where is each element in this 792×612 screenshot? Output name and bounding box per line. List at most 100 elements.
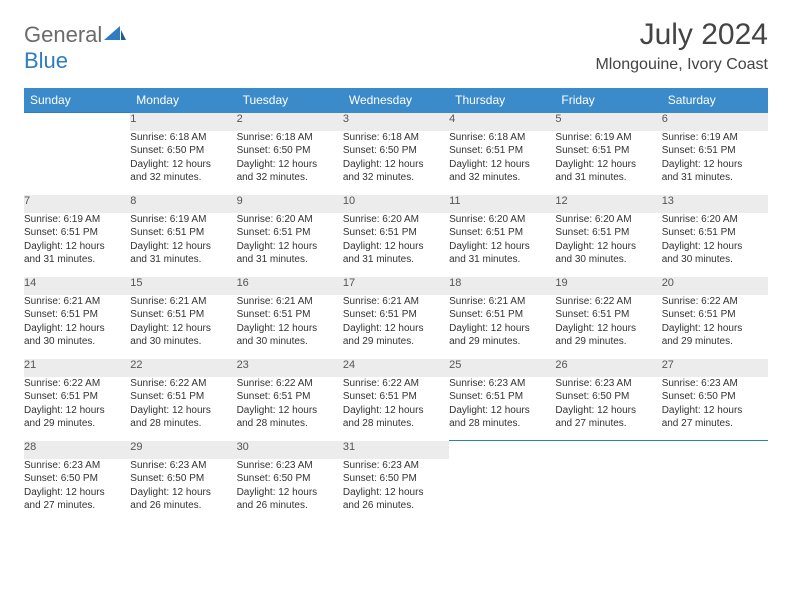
day-number: 5 <box>555 113 661 131</box>
weekday-header: Tuesday <box>237 88 343 113</box>
day-number: 7 <box>24 195 130 213</box>
day-cell: Sunrise: 6:18 AMSunset: 6:50 PMDaylight:… <box>130 131 236 195</box>
sunset-text: Sunset: 6:51 PM <box>237 226 343 240</box>
daylight-text-1: Daylight: 12 hours <box>237 240 343 254</box>
day-number: 26 <box>555 359 661 377</box>
daylight-text-1: Daylight: 12 hours <box>662 158 768 172</box>
day-cell: Sunrise: 6:20 AMSunset: 6:51 PMDaylight:… <box>555 213 661 277</box>
day-cell: Sunrise: 6:23 AMSunset: 6:51 PMDaylight:… <box>449 377 555 441</box>
day-number: 29 <box>130 441 236 459</box>
day-number: 2 <box>237 113 343 131</box>
sunrise-text: Sunrise: 6:19 AM <box>24 213 130 227</box>
daylight-text-2: and 28 minutes. <box>130 417 236 431</box>
sunrise-text: Sunrise: 6:21 AM <box>24 295 130 309</box>
sunset-text: Sunset: 6:51 PM <box>343 226 449 240</box>
sunset-text: Sunset: 6:50 PM <box>343 472 449 486</box>
sunrise-text: Sunrise: 6:23 AM <box>237 459 343 473</box>
sunset-text: Sunset: 6:51 PM <box>449 226 555 240</box>
day-number: 21 <box>24 359 130 377</box>
day-cell: Sunrise: 6:23 AMSunset: 6:50 PMDaylight:… <box>237 459 343 523</box>
daylight-text-1: Daylight: 12 hours <box>555 322 661 336</box>
day-cell: Sunrise: 6:21 AMSunset: 6:51 PMDaylight:… <box>130 295 236 359</box>
sunset-text: Sunset: 6:51 PM <box>24 308 130 322</box>
daylight-text-2: and 31 minutes. <box>449 253 555 267</box>
daylight-text-2: and 31 minutes. <box>130 253 236 267</box>
sunrise-text: Sunrise: 6:18 AM <box>237 131 343 145</box>
daylight-text-2: and 28 minutes. <box>343 417 449 431</box>
day-number: 25 <box>449 359 555 377</box>
weekday-header: Wednesday <box>343 88 449 113</box>
daylight-text-1: Daylight: 12 hours <box>555 240 661 254</box>
day-cell: Sunrise: 6:23 AMSunset: 6:50 PMDaylight:… <box>343 459 449 523</box>
sunset-text: Sunset: 6:50 PM <box>237 144 343 158</box>
sunset-text: Sunset: 6:51 PM <box>662 144 768 158</box>
sunset-text: Sunset: 6:51 PM <box>237 308 343 322</box>
daynum-row: 21222324252627 <box>24 359 768 377</box>
sunrise-text: Sunrise: 6:19 AM <box>662 131 768 145</box>
weekday-header-row: Sunday Monday Tuesday Wednesday Thursday… <box>24 88 768 113</box>
daylight-text-1: Daylight: 12 hours <box>343 158 449 172</box>
sunset-text: Sunset: 6:51 PM <box>343 308 449 322</box>
daylight-text-1: Daylight: 12 hours <box>130 486 236 500</box>
sunset-text: Sunset: 6:50 PM <box>555 390 661 404</box>
day-number: 15 <box>130 277 236 295</box>
detail-row: Sunrise: 6:23 AMSunset: 6:50 PMDaylight:… <box>24 459 768 523</box>
sunset-text: Sunset: 6:51 PM <box>24 226 130 240</box>
daynum-row: 14151617181920 <box>24 277 768 295</box>
day-cell <box>555 459 661 523</box>
day-cell: Sunrise: 6:19 AMSunset: 6:51 PMDaylight:… <box>24 213 130 277</box>
day-cell: Sunrise: 6:21 AMSunset: 6:51 PMDaylight:… <box>449 295 555 359</box>
daylight-text-1: Daylight: 12 hours <box>449 404 555 418</box>
daylight-text-2: and 32 minutes. <box>130 171 236 185</box>
day-cell: Sunrise: 6:21 AMSunset: 6:51 PMDaylight:… <box>24 295 130 359</box>
daynum-row: 28293031 <box>24 441 768 459</box>
sunset-text: Sunset: 6:51 PM <box>130 308 236 322</box>
daylight-text-2: and 29 minutes. <box>343 335 449 349</box>
daylight-text-1: Daylight: 12 hours <box>343 240 449 254</box>
sunrise-text: Sunrise: 6:22 AM <box>24 377 130 391</box>
daylight-text-2: and 28 minutes. <box>237 417 343 431</box>
day-number <box>24 113 130 131</box>
day-cell: Sunrise: 6:18 AMSunset: 6:50 PMDaylight:… <box>237 131 343 195</box>
day-number: 3 <box>343 113 449 131</box>
day-cell: Sunrise: 6:21 AMSunset: 6:51 PMDaylight:… <box>237 295 343 359</box>
logo-word2: Blue <box>24 48 68 73</box>
sunset-text: Sunset: 6:50 PM <box>130 472 236 486</box>
daylight-text-2: and 29 minutes. <box>449 335 555 349</box>
daylight-text-2: and 31 minutes. <box>662 171 768 185</box>
day-cell: Sunrise: 6:23 AMSunset: 6:50 PMDaylight:… <box>130 459 236 523</box>
location-label: Mlongouine, Ivory Coast <box>595 56 768 74</box>
daylight-text-1: Daylight: 12 hours <box>24 240 130 254</box>
day-number: 4 <box>449 113 555 131</box>
daylight-text-1: Daylight: 12 hours <box>237 404 343 418</box>
logo-word1: General <box>24 22 102 47</box>
sunrise-text: Sunrise: 6:18 AM <box>130 131 236 145</box>
day-number: 11 <box>449 195 555 213</box>
sunset-text: Sunset: 6:51 PM <box>449 390 555 404</box>
daylight-text-1: Daylight: 12 hours <box>237 322 343 336</box>
sunrise-text: Sunrise: 6:23 AM <box>555 377 661 391</box>
sunrise-text: Sunrise: 6:21 AM <box>130 295 236 309</box>
sunrise-text: Sunrise: 6:23 AM <box>130 459 236 473</box>
sunrise-text: Sunrise: 6:21 AM <box>343 295 449 309</box>
sunset-text: Sunset: 6:51 PM <box>343 390 449 404</box>
daylight-text-1: Daylight: 12 hours <box>237 158 343 172</box>
sunrise-text: Sunrise: 6:18 AM <box>343 131 449 145</box>
sunrise-text: Sunrise: 6:20 AM <box>662 213 768 227</box>
daynum-row: 78910111213 <box>24 195 768 213</box>
daynum-row: 123456 <box>24 113 768 131</box>
day-cell: Sunrise: 6:22 AMSunset: 6:51 PMDaylight:… <box>662 295 768 359</box>
daylight-text-2: and 26 minutes. <box>130 499 236 513</box>
daylight-text-1: Daylight: 12 hours <box>343 322 449 336</box>
daylight-text-1: Daylight: 12 hours <box>130 158 236 172</box>
daylight-text-2: and 30 minutes. <box>555 253 661 267</box>
sunrise-text: Sunrise: 6:23 AM <box>343 459 449 473</box>
day-number: 17 <box>343 277 449 295</box>
sunset-text: Sunset: 6:51 PM <box>662 308 768 322</box>
daylight-text-1: Daylight: 12 hours <box>237 486 343 500</box>
day-number: 14 <box>24 277 130 295</box>
day-number: 16 <box>237 277 343 295</box>
daylight-text-2: and 31 minutes. <box>237 253 343 267</box>
daylight-text-2: and 31 minutes. <box>343 253 449 267</box>
day-number: 13 <box>662 195 768 213</box>
